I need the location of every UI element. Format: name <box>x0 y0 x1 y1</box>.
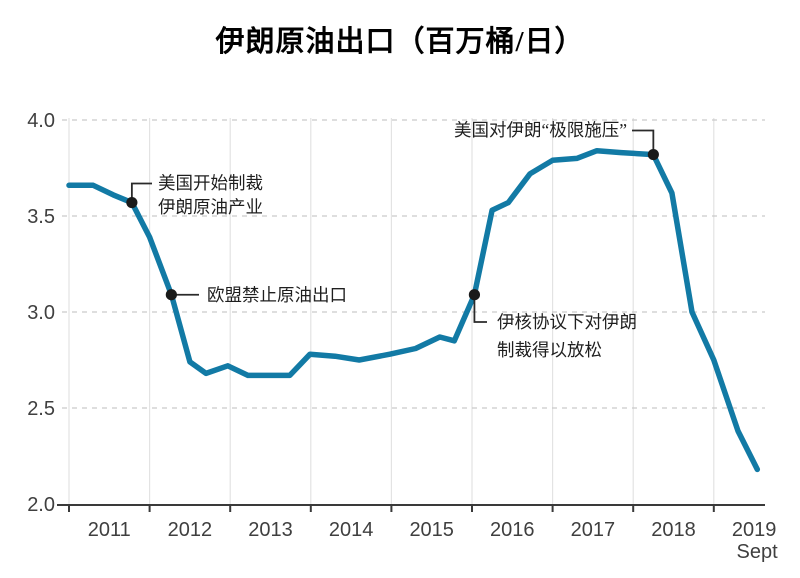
annotation-label: 制裁得以放松 <box>497 340 602 360</box>
x-tick-label: 2018 <box>651 519 696 541</box>
annotation-marker-dot <box>468 289 481 301</box>
x-end-sublabel: Sept <box>737 541 779 563</box>
annotation-marker-dot <box>647 148 659 161</box>
y-tick-label: 3.5 <box>27 206 55 228</box>
y-tick-label: 4.0 <box>27 110 55 132</box>
annotation-label: 伊核协议下对伊朗 <box>497 312 637 332</box>
y-tick-label: 2.0 <box>27 494 55 516</box>
annotation-label: 伊朗原油产业 <box>158 197 263 217</box>
x-tick-label: 2012 <box>168 519 213 541</box>
annotation-connector <box>473 294 487 323</box>
annotation-label: 欧盟禁止原油出口 <box>207 285 347 305</box>
x-tick-label: 2014 <box>329 519 374 541</box>
annotation-marker-dot <box>126 196 138 209</box>
annotation-connector <box>130 182 152 203</box>
y-tick-label: 2.5 <box>27 398 55 420</box>
x-tick-label: 2019 <box>732 519 777 541</box>
annotation-label: 美国对伊朗“极限施压” <box>454 120 627 140</box>
annotation-label: 美国开始制裁 <box>158 173 263 193</box>
x-tick-label: 2015 <box>409 519 454 541</box>
x-tick-label: 2013 <box>248 519 293 541</box>
annotation-marker-dot <box>165 289 177 301</box>
x-tick-label: 2016 <box>490 519 535 541</box>
chart-title: 伊朗原油出口（百万桶/日） <box>215 26 585 58</box>
y-tick-label: 3.0 <box>27 302 55 324</box>
x-tick-label: 2017 <box>571 519 616 541</box>
x-tick-label: 2011 <box>88 519 131 541</box>
annotation-connector <box>632 129 655 155</box>
